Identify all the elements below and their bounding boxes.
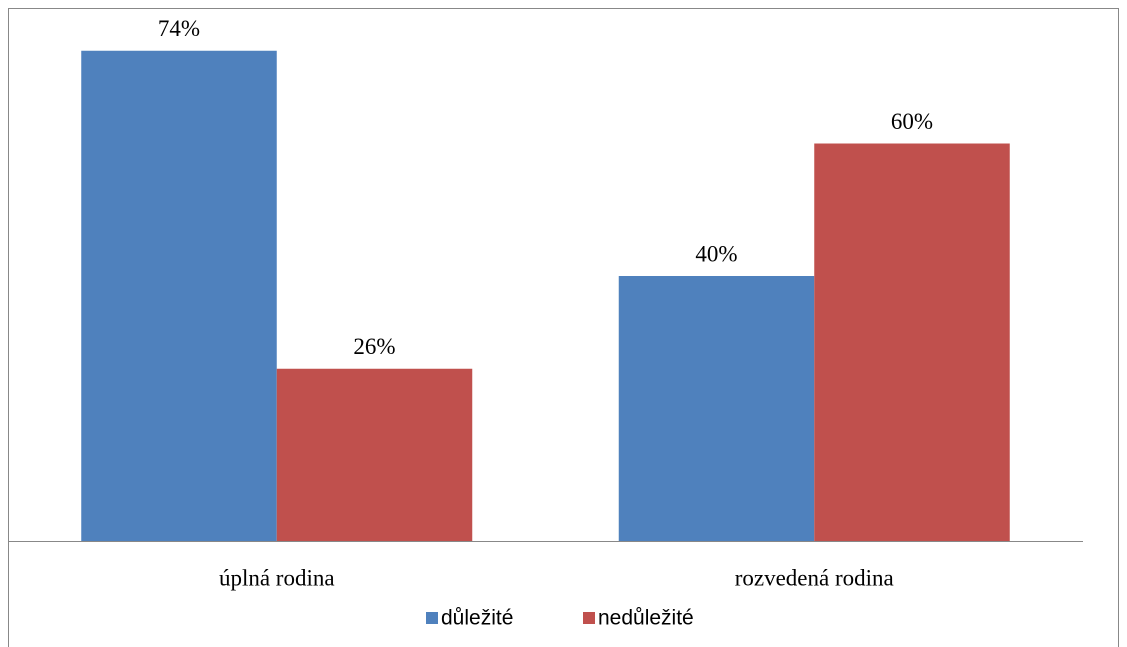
legend-swatch — [583, 612, 595, 624]
data-label: 74% — [158, 16, 200, 41]
bar — [618, 276, 815, 541]
legend-label: důležité — [441, 607, 513, 630]
data-label: 40% — [695, 241, 737, 266]
legend-label: nedůležité — [598, 607, 694, 630]
bar — [814, 143, 1010, 541]
bar — [276, 368, 473, 541]
legend-swatch — [426, 612, 438, 624]
data-label: 60% — [891, 109, 933, 134]
data-label: 26% — [353, 334, 395, 359]
x-tick-label: úplná rodina — [219, 565, 335, 590]
bar — [81, 50, 277, 541]
x-tick-label: rozvedená rodina — [735, 565, 894, 590]
